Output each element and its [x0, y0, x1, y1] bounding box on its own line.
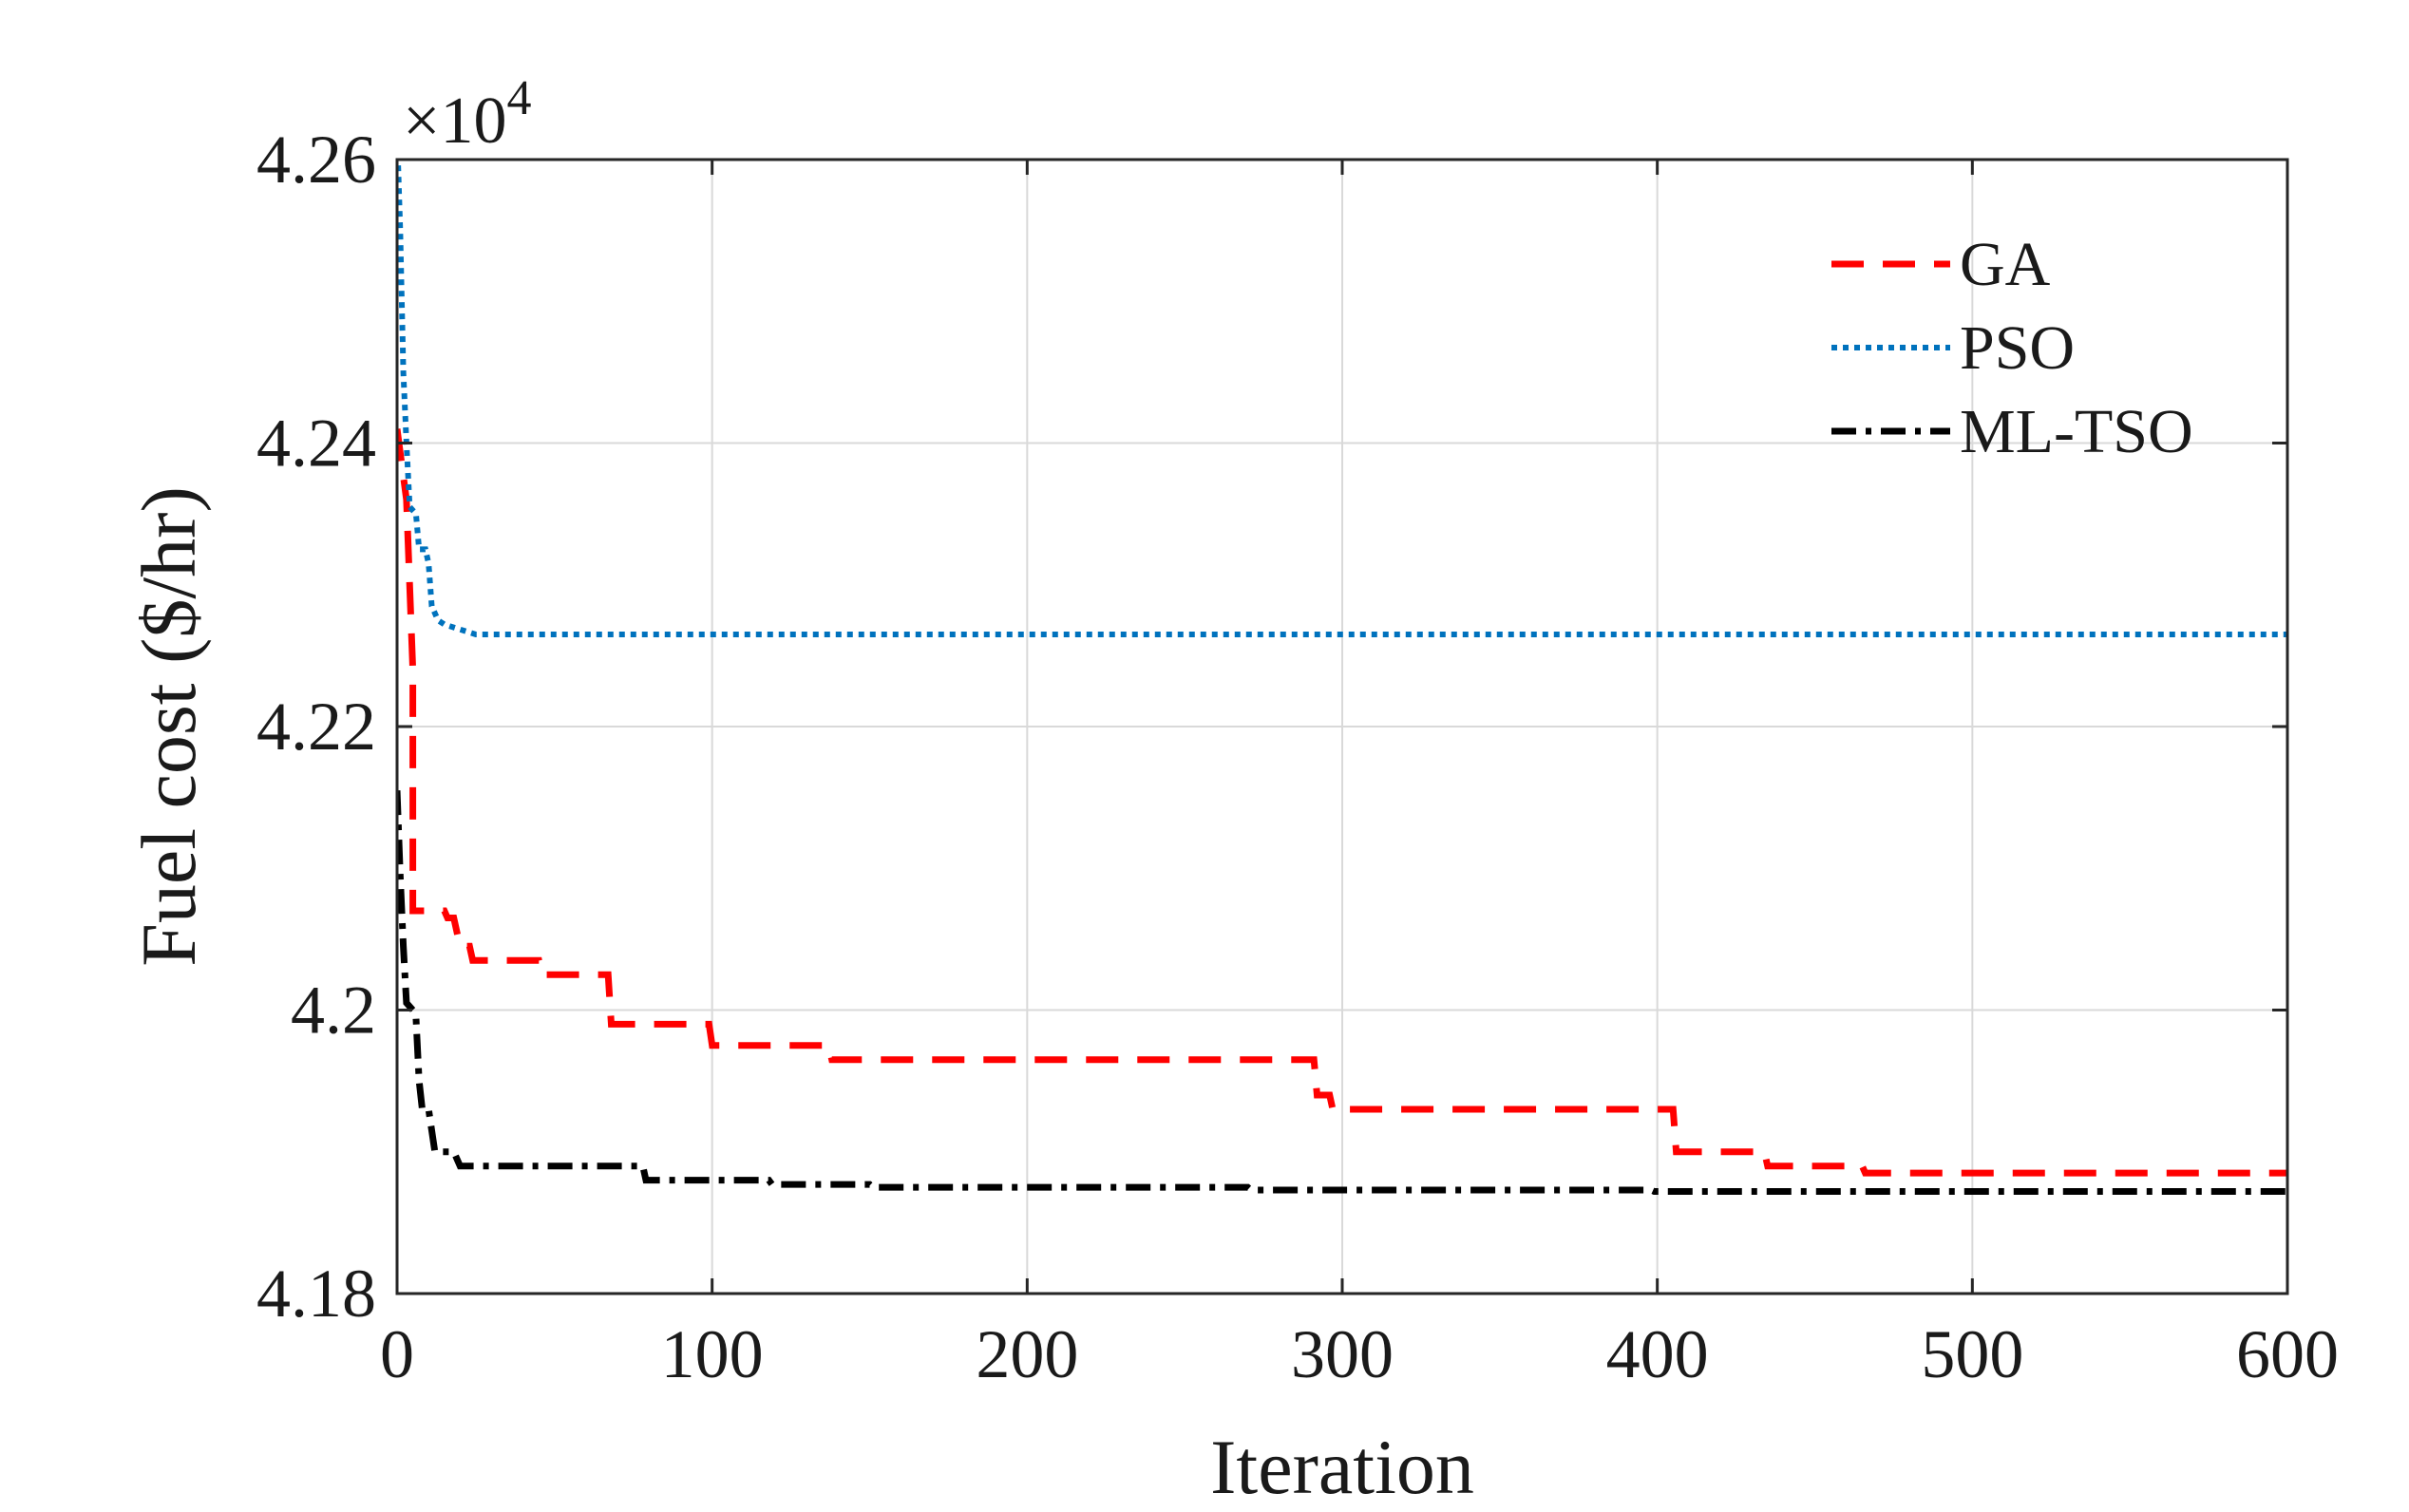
legend: GA PSO ML-TSO	[1831, 230, 2193, 466]
legend-label-pso: PSO	[1960, 313, 2075, 383]
x-tick-label: 0	[380, 1316, 414, 1392]
legend-label-ml-tso: ML-TSO	[1960, 397, 2193, 466]
series-line-ml-tso	[397, 790, 2287, 1195]
series-line-pso	[397, 160, 2287, 637]
y-tick-label: 4.2	[291, 973, 376, 1049]
series-line-ga	[397, 428, 2287, 1177]
multiplier-base: ×10	[403, 85, 506, 158]
y-tick-label: 4.26	[256, 122, 376, 198]
y-axis-multiplier: ×104	[403, 71, 531, 158]
x-axis-label: Iteration	[1210, 1424, 1474, 1510]
x-tick-label: 500	[1921, 1316, 2023, 1392]
multiplier-exponent: 4	[506, 71, 531, 125]
series-lines	[397, 160, 2287, 1195]
y-axis-label-group: Fuel cost ($/hr)	[125, 486, 212, 967]
x-tick-label: 300	[1291, 1316, 1394, 1392]
y-tick-label: 4.24	[256, 406, 376, 482]
x-tick-label: 600	[2236, 1316, 2339, 1392]
x-tick-label: 200	[976, 1316, 1078, 1392]
y-tick-label: 4.22	[256, 689, 376, 765]
y-tick-label: 4.18	[256, 1256, 376, 1332]
y-axis-label: Fuel cost ($/hr)	[125, 486, 212, 967]
axis-ticks: 0 100 200 300 400 500 600 4.18 4.2 4.22 4.24 4.26	[256, 122, 2339, 1392]
x-tick-label: 100	[661, 1316, 764, 1392]
x-tick-label: 400	[1606, 1316, 1709, 1392]
legend-label-ga: GA	[1960, 230, 2051, 299]
